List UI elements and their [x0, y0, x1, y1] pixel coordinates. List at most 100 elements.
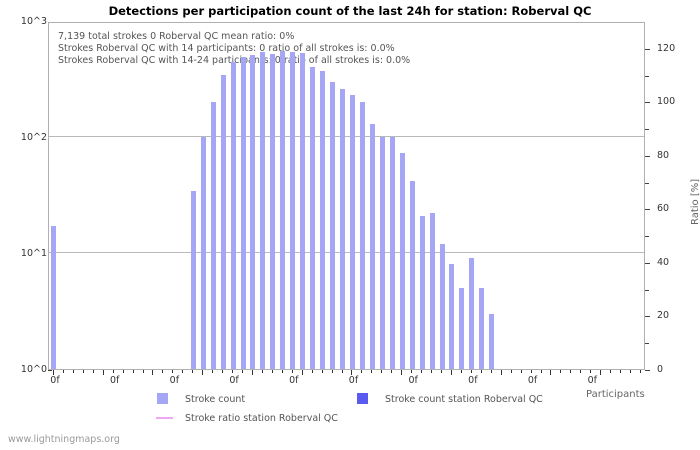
x-axis-tick-label: 0f — [408, 375, 418, 386]
x-axis-tick — [540, 370, 542, 373]
legend-swatch — [157, 393, 168, 404]
x-axis-tick — [72, 370, 74, 373]
bar — [409, 180, 415, 369]
plot-area: 7,139 total strokes 0 Roberval QC mean r… — [48, 22, 645, 370]
x-axis-tick — [62, 370, 64, 373]
right-axis-tick-label: 100 — [657, 96, 676, 108]
x-axis-tick — [142, 370, 144, 373]
right-axis-tick-label: 20 — [657, 310, 670, 322]
gridline — [49, 136, 644, 137]
bar — [469, 258, 475, 369]
bar — [479, 287, 485, 369]
x-axis-tick — [291, 370, 293, 373]
bar — [320, 71, 326, 369]
x-axis-tick — [271, 370, 273, 373]
right-axis-tick-label: 80 — [657, 149, 670, 161]
bar — [310, 67, 316, 369]
right-axis-tick — [645, 316, 650, 318]
bar — [399, 152, 405, 369]
legend-swatch — [156, 417, 173, 419]
annotation-line: Strokes Roberval QC with 14 participants… — [58, 43, 395, 54]
x-axis-tick — [102, 370, 104, 375]
x-axis-tick-label: 0f — [289, 375, 299, 386]
right-axis-tick — [645, 48, 650, 50]
x-axis-tick — [381, 370, 383, 373]
x-axis-tick — [281, 370, 283, 373]
right-axis-tick — [645, 289, 649, 291]
x-axis-tick-label: 0f — [527, 375, 538, 386]
x-axis-tick — [610, 370, 612, 373]
right-axis-tick-label: 0 — [657, 364, 664, 375]
bar — [240, 56, 246, 369]
x-axis-tick — [301, 370, 303, 375]
bar — [449, 264, 455, 369]
x-axis-tick-label: 0f — [587, 375, 597, 386]
x-axis-tick-label: 0f — [229, 375, 239, 386]
x-axis-tick — [580, 370, 582, 373]
x-axis-tick-label: 0f — [50, 375, 60, 386]
legend-label[interactable]: Stroke count — [185, 394, 246, 405]
x-axis-tick — [172, 370, 174, 373]
gridline — [49, 252, 644, 253]
y-axis-tick-label: 10^1 — [20, 248, 47, 259]
x-axis-tick — [261, 370, 263, 373]
right-axis-tick — [645, 75, 649, 77]
legend-label[interactable]: Stroke count station Roberval QC — [385, 394, 543, 405]
x-axis-tick — [92, 370, 94, 373]
right-axis-tick-label: 120 — [657, 42, 676, 54]
x-axis-tick — [401, 370, 403, 375]
x-axis-tick — [560, 370, 562, 373]
bar — [210, 102, 216, 369]
bar — [369, 123, 375, 369]
x-axis-tick — [132, 370, 134, 373]
x-axis-tick — [222, 370, 224, 373]
bar — [330, 81, 336, 369]
x-axis-tick — [550, 370, 552, 375]
x-axis-tick — [510, 370, 512, 373]
bar — [280, 51, 286, 369]
x-axis-tick — [321, 370, 323, 373]
bar — [290, 52, 296, 369]
x-axis-tick — [112, 370, 114, 373]
bar — [260, 52, 266, 369]
bar — [459, 287, 465, 369]
bar — [230, 62, 236, 369]
x-axis-tick — [52, 370, 54, 375]
x-axis-tick — [590, 370, 592, 373]
x-axis-tick — [122, 370, 124, 373]
bar — [200, 137, 206, 369]
bar — [439, 243, 445, 369]
right-axis-tick — [645, 209, 650, 211]
right-axis-tick — [645, 370, 650, 371]
x-axis-tick — [152, 370, 154, 375]
x-axis-tick — [450, 370, 452, 375]
right-axis-tick — [645, 155, 650, 157]
x-axis-tick-label: 0f — [348, 375, 359, 386]
x-axis-tick — [82, 370, 84, 373]
x-axis-tick — [600, 370, 602, 375]
x-axis-tick — [500, 370, 502, 375]
x-axis-tick — [212, 370, 214, 373]
right-axis-tick-label: 60 — [657, 203, 670, 215]
legend-swatch — [357, 393, 368, 404]
x-axis-tick — [192, 370, 194, 373]
legend-label[interactable]: Stroke ratio station Roberval QC — [185, 413, 338, 424]
x-axis-tick-label: 0f — [468, 375, 478, 386]
right-axis-tick — [645, 343, 649, 345]
x-axis-tick — [162, 370, 164, 373]
bar — [340, 88, 346, 369]
x-axis-tick — [351, 370, 353, 375]
y-axis-tick-label: 10^3 — [20, 16, 47, 27]
bar — [270, 53, 276, 369]
x-axis-tick-label: 0f — [109, 375, 120, 386]
x-axis-tick — [391, 370, 393, 373]
bar — [419, 215, 425, 369]
right-axis-tick-label: 40 — [657, 256, 670, 268]
x-axis-tick — [570, 370, 572, 373]
x-axis-tick — [182, 370, 184, 373]
x-axis-tick — [480, 370, 482, 373]
x-axis-tick — [242, 370, 244, 373]
bar — [489, 313, 495, 369]
x-axis-tick — [620, 370, 622, 373]
